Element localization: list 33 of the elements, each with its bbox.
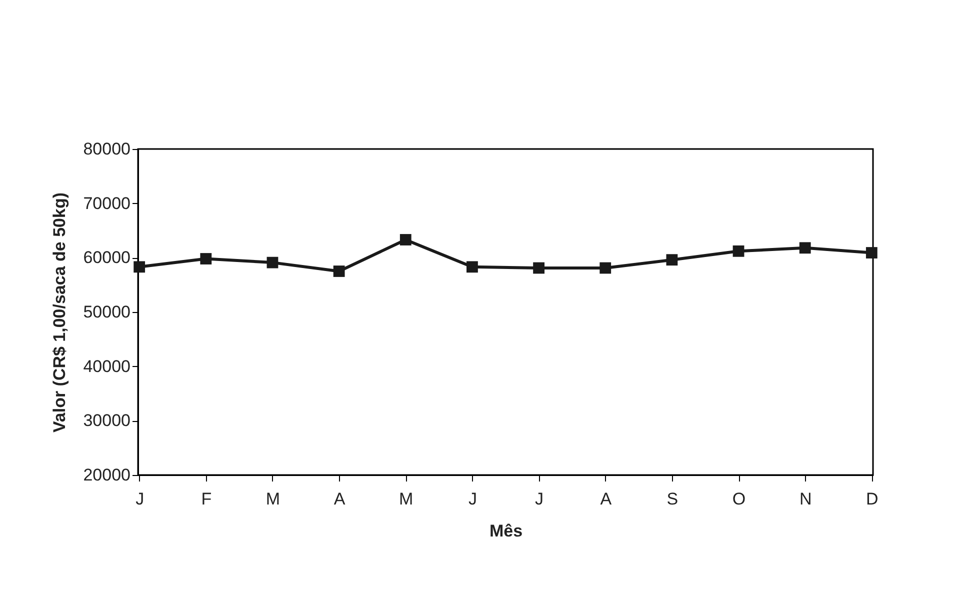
x-tick-label: M	[266, 490, 280, 508]
point	[134, 261, 146, 273]
y-tick-label: 20000	[83, 466, 130, 484]
x-axis-title: Mês	[489, 522, 523, 540]
x-tick-label: J	[136, 490, 144, 508]
x-tick-label: D	[866, 490, 878, 508]
y-tick-label: 80000	[83, 140, 130, 158]
x-tick-label: S	[666, 490, 678, 508]
point	[266, 256, 278, 268]
point	[200, 253, 212, 264]
point	[533, 262, 544, 274]
point	[600, 262, 612, 274]
point	[732, 245, 744, 257]
y-tick-label: 70000	[83, 194, 130, 213]
x-tick-label: J	[535, 490, 544, 508]
y-tick-label: 50000	[83, 302, 130, 322]
x-tick-label: A	[334, 490, 346, 508]
point	[466, 261, 478, 273]
y-axis-title: Valor (CR$ 1,00/saca de 50kg)	[50, 192, 70, 433]
x-tick-label: J	[468, 490, 477, 508]
point	[400, 234, 412, 246]
y-tick-label: 40000	[83, 356, 130, 376]
x-tick-label: F	[201, 490, 212, 508]
y-tick-label: 30000	[83, 411, 130, 430]
point	[799, 242, 811, 254]
x-tick-label: A	[600, 490, 612, 508]
x-tick-label: O	[732, 490, 746, 508]
point	[866, 247, 878, 258]
x-tick-label: M	[399, 490, 414, 508]
x-tick-label: N	[799, 490, 812, 508]
point	[666, 254, 678, 266]
y-tick-label: 60000	[83, 248, 130, 268]
point	[333, 266, 345, 277]
